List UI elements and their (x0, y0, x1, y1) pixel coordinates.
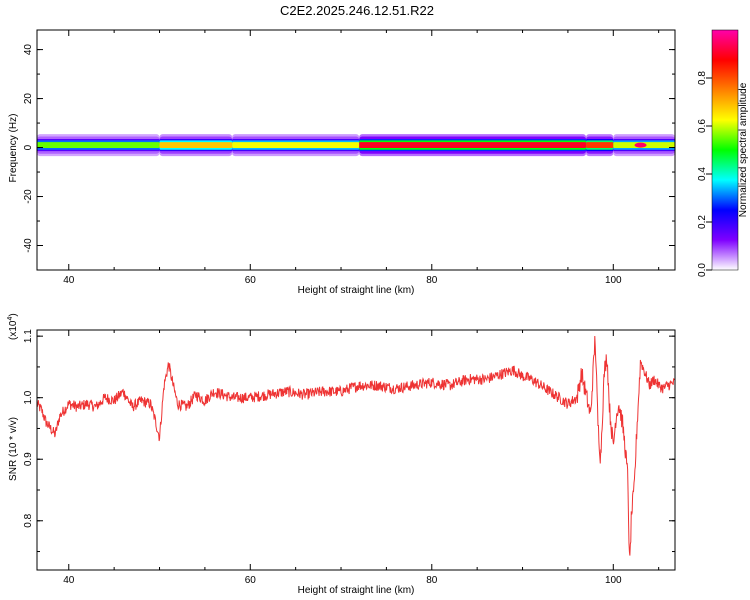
colorbar-tick-label: 0.4 (697, 167, 708, 181)
colorbar-gradient (711, 29, 739, 271)
heatmap-cell (159, 142, 233, 149)
colorbar: 0.0 0.2 0.4 0.6 0.8 Normalized spectral ampl… (697, 29, 749, 277)
snr-series-line (37, 336, 675, 556)
snr-y-ticks: 1.1 1.0 0.9 0.8 (23, 329, 675, 553)
colorbar-tick-label: 0.2 (697, 215, 708, 229)
y-tick-label: 20 (23, 93, 34, 105)
x-tick-label: 100 (605, 275, 622, 286)
x-tick-label: 100 (605, 575, 622, 586)
y-tick-label: 1.1 (23, 329, 34, 343)
y-tick-label: 1.0 (23, 390, 34, 404)
colorbar-ticks: 0.0 0.2 0.4 0.6 0.8 (697, 71, 712, 277)
y-tick-label: 0.9 (23, 452, 34, 466)
x-tick-label: 60 (245, 275, 257, 286)
snr-frame (36, 329, 676, 571)
spectrogram-frame (36, 29, 676, 271)
spectrogram-x-ticks: 40 60 80 100 (63, 30, 660, 286)
x-tick-label: 60 (245, 575, 257, 586)
heatmap-cell (37, 142, 160, 149)
spectrogram-heatmap (37, 134, 675, 157)
chart-title: C2E2.2025.246.12.51.R22 (280, 3, 434, 18)
x-tick-label: 80 (426, 275, 438, 286)
x-tick-label: 40 (63, 275, 75, 286)
heatmap-cell (586, 142, 614, 149)
heatmap-cell (232, 142, 360, 149)
y-tick-label: 40 (23, 44, 34, 56)
snr-x-axis-label: Height of straight line (km) (298, 585, 415, 596)
snr-y-axis-label: SNR (10 * v/v) (8, 417, 19, 481)
colorbar-label: Normalized spectral amplitude (738, 82, 749, 217)
x-tick-label: 80 (426, 575, 438, 586)
spectrogram-panel: 40 60 80 100 40 20 0 -20 -40 Height of straight… (8, 29, 676, 296)
snr-x-ticks: 40 60 80 100 (63, 330, 660, 586)
spectrogram-x-axis-label: Height of straight line (km) (298, 285, 415, 296)
snr-panel: 40 60 80 100 1.1 1.0 0.9 0.8 Height of straigh… (7, 313, 676, 596)
snr-multiplier-label: (x104) (7, 313, 19, 340)
spectrogram-y-axis-label: Frequency (Hz) (8, 114, 19, 183)
colorbar-tick-label: 0.0 (697, 263, 708, 277)
y-tick-label: -40 (23, 238, 34, 253)
heatmap-hot-spot (634, 142, 647, 148)
colorbar-tick-label: 0.6 (697, 119, 708, 133)
y-tick-label: 0 (23, 144, 34, 150)
y-tick-label: 0.8 (23, 513, 34, 527)
y-tick-label: -20 (23, 189, 34, 204)
x-tick-label: 40 (63, 575, 75, 586)
colorbar-tick-label: 0.8 (697, 71, 708, 85)
spectrogram-y-ticks: 40 20 0 -20 -40 (23, 44, 675, 271)
heatmap-cell (359, 142, 587, 149)
